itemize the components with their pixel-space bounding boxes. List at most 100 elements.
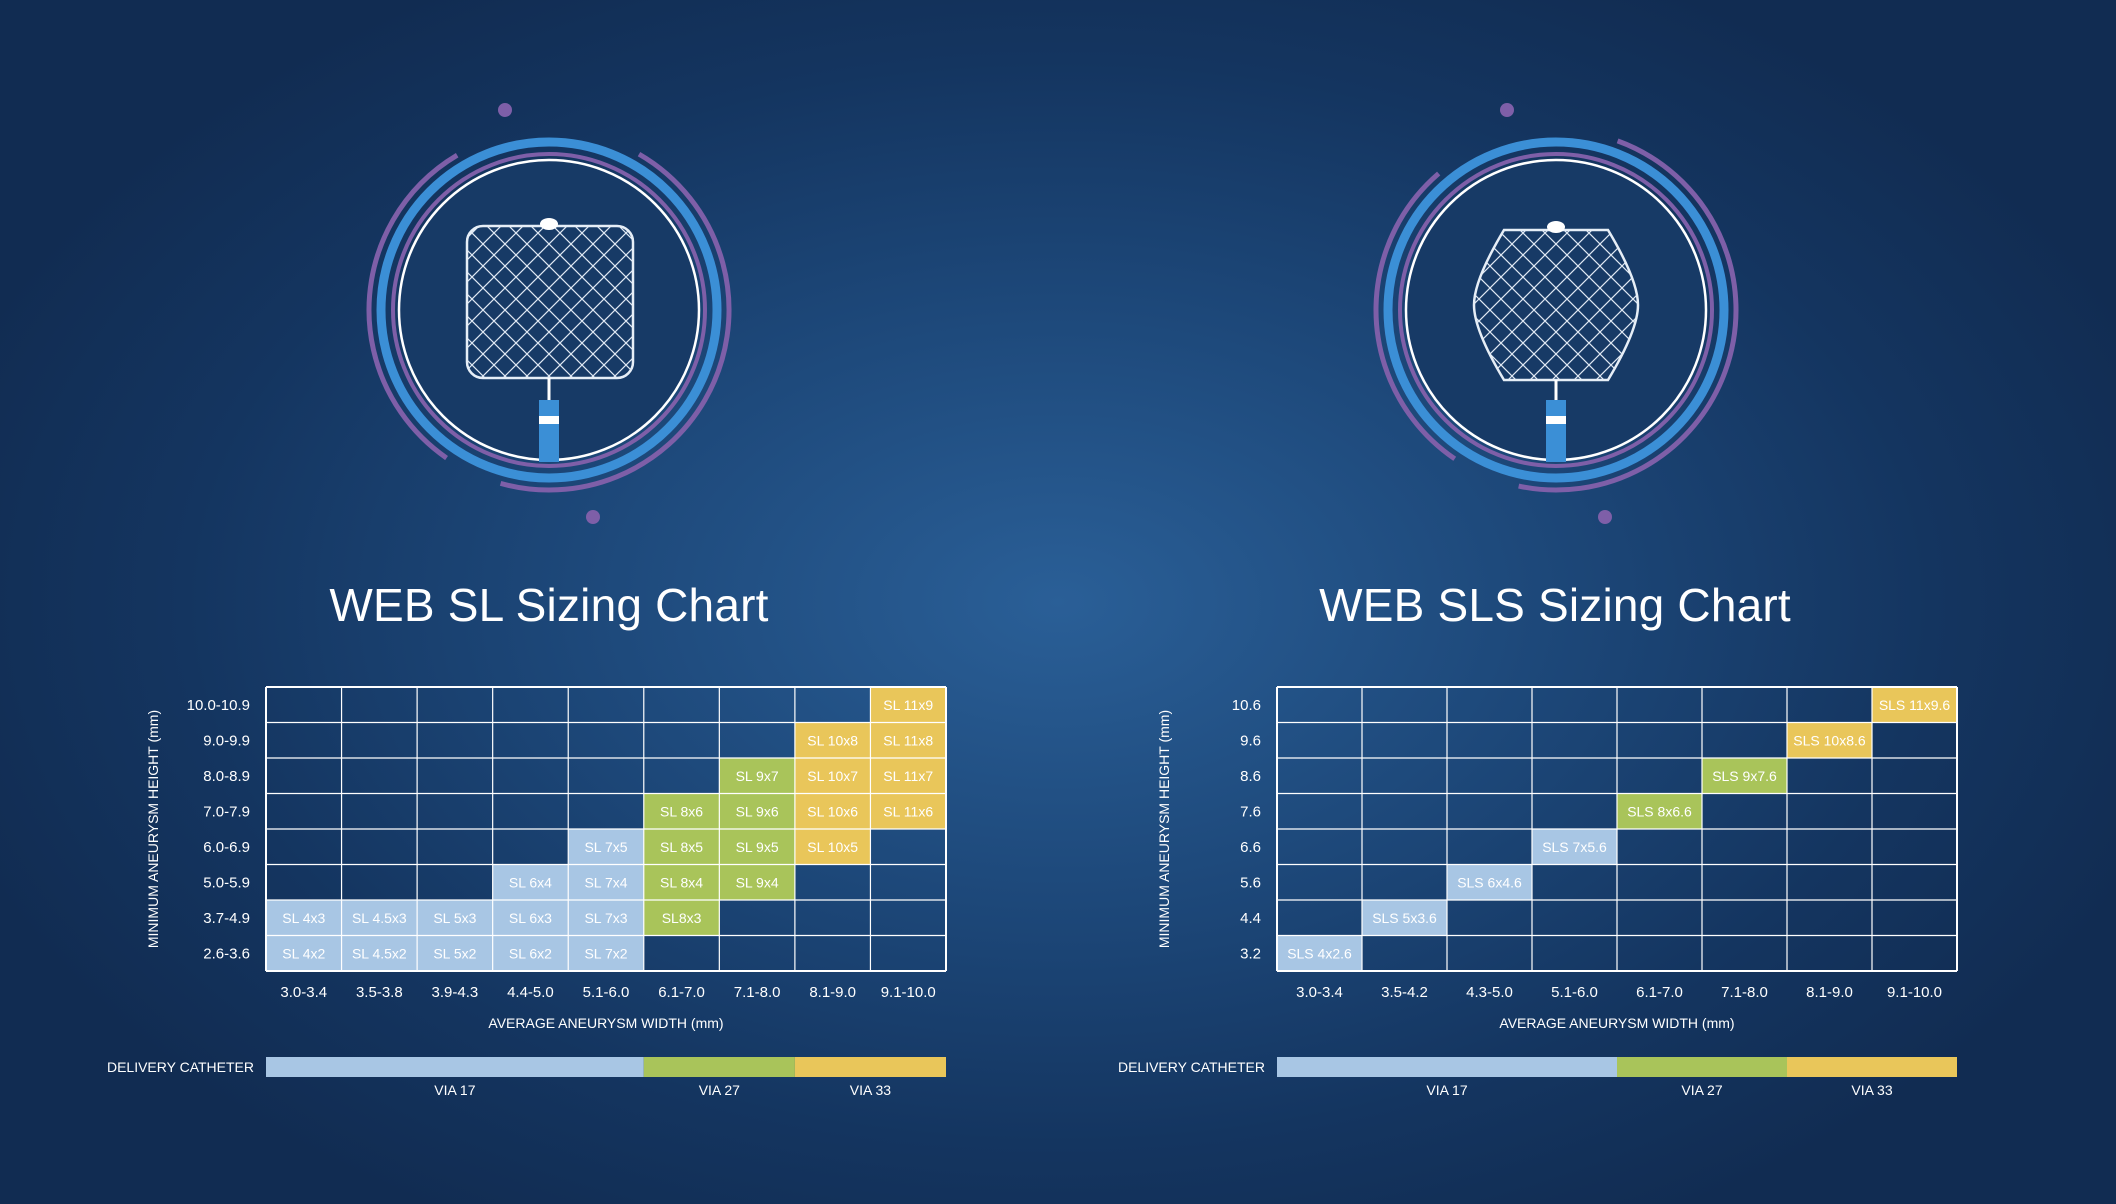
size-cell — [341, 935, 418, 971]
delivery-catheter-label: DELIVERY CATHETER — [107, 1059, 254, 1075]
size-cell-label: SL 10x5 — [807, 839, 858, 855]
size-cell — [492, 864, 569, 900]
y-tick-label: 9.0-9.9 — [203, 732, 250, 749]
size-cell — [568, 864, 644, 900]
size-cell-label: SL 7x2 — [584, 945, 627, 961]
size-cell-label: SL 5x3 — [433, 910, 476, 926]
delivery-catheter-label: DELIVERY CATHETER — [1118, 1059, 1265, 1075]
x-tick-label: 3.0-3.4 — [280, 984, 327, 1001]
y-tick-label: 4.4 — [1240, 910, 1261, 927]
size-cell-label: SLS 5x3.6 — [1372, 910, 1437, 926]
size-cell-label: SL8x3 — [662, 910, 702, 926]
size-cell-label: SL 8x6 — [660, 803, 703, 819]
size-cell — [1702, 758, 1787, 794]
size-cell — [870, 722, 946, 758]
size-cell — [719, 864, 795, 900]
size-cell-label: SL 4.5x3 — [352, 910, 407, 926]
x-tick-label: 3.5-3.8 — [356, 984, 403, 1001]
size-cell — [568, 900, 644, 936]
size-cell-label: SLS 9x7.6 — [1712, 768, 1777, 784]
x-tick-label: 7.1-8.0 — [734, 984, 781, 1001]
y-tick-label: 9.6 — [1240, 732, 1261, 749]
x-tick-label: 5.1-6.0 — [1551, 984, 1598, 1001]
y-tick-label: 3.7-4.9 — [203, 910, 250, 927]
size-cell — [1787, 722, 1872, 758]
size-cell — [1447, 864, 1532, 900]
catheter-segment — [1277, 1057, 1617, 1077]
size-cell-label: SL 7x4 — [584, 874, 627, 890]
size-cell — [870, 793, 946, 829]
y-tick-label: 10.6 — [1232, 697, 1261, 714]
chart-title: WEB SL Sizing Chart — [329, 579, 769, 631]
catheter-segment-label: VIA 33 — [1851, 1082, 1892, 1098]
size-cell — [643, 829, 720, 865]
size-cell-label: SL 9x7 — [736, 768, 779, 784]
web-sl-panel: WEB SL Sizing Chart SL 11x9 SL 10x8 SL 11x… — [107, 103, 947, 1098]
size-cell — [417, 935, 493, 971]
size-cell — [794, 758, 871, 794]
y-tick-label: 8.0-8.9 — [203, 768, 250, 785]
y-tick-label: 5.6 — [1240, 874, 1261, 891]
y-tick-label: 7.0-7.9 — [203, 803, 250, 820]
catheter-segment — [794, 1057, 946, 1077]
size-cell — [266, 935, 342, 971]
web-sl-sizing-table: SL 11x9 SL 10x8 SL 11x8 SL 9x7 SL 10x7 SL 11x… — [107, 686, 947, 1098]
size-cell-label: SLS 6x4.6 — [1457, 874, 1522, 890]
size-cell-label: SLS 7x5.6 — [1542, 839, 1607, 855]
size-cell — [1277, 935, 1362, 971]
size-cell-label: SL 11x7 — [883, 768, 933, 784]
size-cell — [643, 864, 720, 900]
y-tick-label: 10.0-10.9 — [187, 697, 250, 714]
y-tick-label: 3.2 — [1240, 945, 1261, 962]
size-cell-label: SL 11x8 — [883, 732, 933, 748]
x-axis-label: AVERAGE ANEURYSM WIDTH (mm) — [488, 1015, 723, 1031]
x-tick-label: 8.1-9.0 — [1806, 984, 1853, 1001]
size-cell-label: SL 10x6 — [807, 803, 858, 819]
web-sls-sizing-table: SLS 11x9.6 SLS 10x8.6 SLS 9x7.6 SLS 8x6.6 SL… — [1118, 686, 1958, 1098]
size-cell — [568, 829, 644, 865]
size-cell-label: SL 11x9 — [883, 697, 933, 713]
size-cell-label: SL 7x3 — [584, 910, 627, 926]
x-tick-label: 5.1-6.0 — [583, 984, 630, 1001]
y-tick-label: 6.6 — [1240, 839, 1261, 856]
size-cell — [568, 935, 644, 971]
chart-title: WEB SLS Sizing Chart — [1319, 579, 1791, 631]
size-cell-label: SL 10x7 — [807, 768, 858, 784]
size-cell — [870, 758, 946, 794]
x-tick-label: 7.1-8.0 — [1721, 984, 1768, 1001]
y-tick-label: 6.0-6.9 — [203, 839, 250, 856]
y-tick-label: 8.6 — [1240, 768, 1261, 785]
size-cell — [794, 829, 871, 865]
size-cell — [870, 687, 946, 723]
web-sl-device-icon — [366, 103, 732, 524]
size-cell-label: SL 7x5 — [584, 839, 627, 855]
catheter-segment-label: VIA 17 — [434, 1082, 475, 1098]
size-cell-label: SL 11x6 — [883, 803, 933, 819]
size-cell — [341, 900, 418, 936]
size-cell — [1617, 793, 1702, 829]
size-cell-label: SLS 11x9.6 — [1879, 697, 1951, 713]
x-tick-label: 3.5-4.2 — [1381, 984, 1428, 1001]
size-cell — [719, 793, 795, 829]
size-cell-label: SLS 8x6.6 — [1627, 803, 1692, 819]
size-cell — [794, 722, 871, 758]
size-cell-label: SL 4.5x2 — [352, 945, 407, 961]
size-cell — [1532, 829, 1617, 865]
size-cell-label: SL 10x8 — [807, 732, 858, 748]
size-cell-label: SL 9x6 — [736, 803, 779, 819]
x-tick-label: 6.1-7.0 — [658, 984, 705, 1001]
size-cell — [719, 829, 795, 865]
x-tick-label: 9.1-10.0 — [1887, 984, 1942, 1001]
catheter-segment-label: VIA 27 — [699, 1082, 740, 1098]
size-cell — [1872, 687, 1957, 723]
size-cell — [417, 900, 493, 936]
size-cell — [492, 935, 569, 971]
catheter-segment — [643, 1057, 795, 1077]
size-cell-label: SL 4x2 — [282, 945, 325, 961]
y-axis-label: MINIMUM ANEURYSM HEIGHT (mm) — [1156, 710, 1172, 948]
x-tick-label: 6.1-7.0 — [1636, 984, 1683, 1001]
y-tick-label: 2.6-3.6 — [203, 945, 250, 962]
size-cell — [1362, 900, 1447, 936]
size-cell — [643, 793, 720, 829]
x-tick-label: 4.3-5.0 — [1466, 984, 1513, 1001]
